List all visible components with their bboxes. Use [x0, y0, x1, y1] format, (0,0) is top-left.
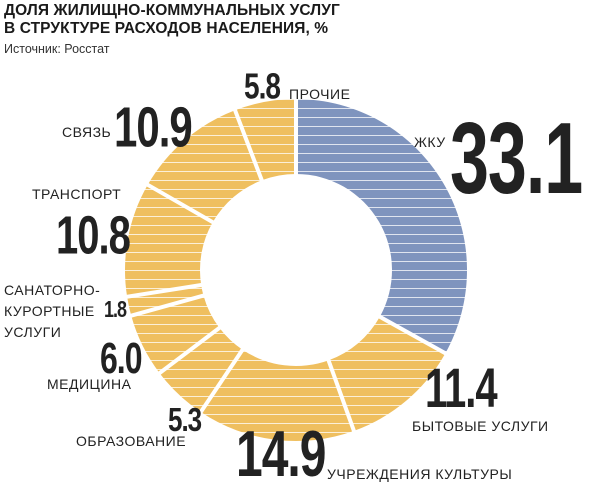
chart-source: Источник: Росстат	[4, 42, 110, 56]
value-kultura: 14.9	[236, 419, 326, 491]
label-sanatornye-line-3: УСЛУГИ	[4, 324, 62, 340]
donut-slice-0	[296, 99, 467, 354]
slice-divider-5	[129, 293, 205, 318]
label-medicina: МЕДИЦИНА	[47, 376, 132, 392]
chart-title: ДОЛЯ ЖИЛИЩНО-КОММУНАЛЬНЫХ УСЛУГ В СТРУКТ…	[4, 2, 340, 38]
slice-divider-6	[125, 282, 203, 299]
chart-title-line-1: ДОЛЯ ЖИЛИЩНО-КОММУНАЛЬНЫХ УСЛУГ	[4, 2, 340, 19]
donut-slice-3	[159, 327, 243, 413]
label-prochie: ПРОЧИЕ	[289, 86, 351, 102]
donut-slice-4	[131, 295, 220, 374]
slice-divider-7	[145, 182, 215, 225]
label-bytovye-uslugi: БЫТОВЫЕ УСЛУГИ	[412, 418, 549, 434]
value-medicina: 6.0	[100, 334, 142, 383]
value-bytovye-uslugi: 11.4	[425, 358, 498, 420]
donut-slice-7	[147, 110, 262, 223]
value-prochie: 5.8	[244, 66, 281, 107]
label-sanatornye: САНАТОРНО- КУРОРТНЫЕ УСЛУГИ	[4, 280, 100, 343]
label-transport: ТРАНСПОРТ	[32, 186, 122, 202]
value-obrazovanie: 5.3	[168, 400, 202, 439]
value-transport: 10.8	[56, 206, 131, 266]
label-sanatornye-line-1: САНАТОРНО-	[4, 282, 101, 298]
slice-divider-3	[198, 347, 245, 414]
donut-slice-2	[200, 349, 354, 442]
donut-slice-8	[235, 99, 296, 181]
label-obrazovanie: ОБРАЗОВАНИЕ	[76, 433, 187, 449]
chart-title-line-2: В СТРУКТУРЕ РАСХОДОВ НАСЕЛЕНИЯ, %	[4, 20, 329, 37]
value-sanatornye: 1.8	[104, 296, 127, 322]
slice-divider-4	[157, 325, 222, 376]
donut-slice-6	[125, 184, 213, 297]
value-zhku: 33.1	[450, 101, 583, 215]
label-sanatornye-line-2: КУРОРТНЫЕ	[4, 303, 95, 319]
label-zhku: ЖКУ	[414, 134, 446, 150]
slice-divider-8	[232, 108, 265, 182]
donut-slice-5	[127, 285, 204, 316]
slice-divider-1	[377, 314, 448, 356]
label-svyaz: СВЯЗЬ	[62, 124, 112, 140]
label-kultura: УЧРЕЖДЕНИЯ КУЛЬТУРЫ	[327, 466, 513, 482]
value-svyaz: 10.9	[114, 95, 193, 159]
slice-divider-2	[326, 358, 357, 433]
donut-slice-1	[328, 316, 446, 431]
